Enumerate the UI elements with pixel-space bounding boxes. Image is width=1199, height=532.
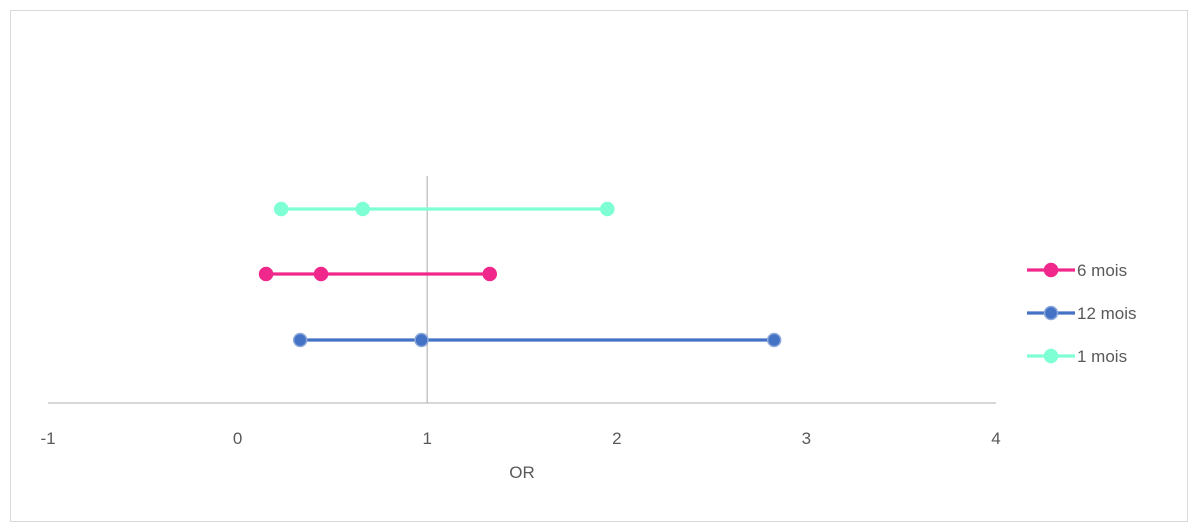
legend-marker bbox=[1043, 262, 1059, 278]
data-point bbox=[273, 201, 289, 217]
x-tick-label: 4 bbox=[991, 429, 1000, 448]
series-1-mois bbox=[273, 201, 615, 217]
data-point bbox=[482, 266, 498, 282]
legend-item: 1 mois bbox=[1027, 347, 1127, 366]
series-layer bbox=[258, 201, 782, 348]
x-tick-label: 2 bbox=[612, 429, 621, 448]
x-tick-label: 0 bbox=[233, 429, 242, 448]
legend: 6 mois 12 mois 1 mois bbox=[1027, 261, 1137, 366]
x-tick-label: 1 bbox=[422, 429, 431, 448]
series-6-mois bbox=[258, 266, 498, 282]
data-point bbox=[313, 266, 329, 282]
data-point bbox=[355, 201, 370, 217]
x-tick-label: -1 bbox=[40, 429, 55, 448]
data-point bbox=[600, 201, 615, 217]
data-point bbox=[414, 332, 429, 348]
legend-marker bbox=[1043, 305, 1059, 321]
x-tick-label: 3 bbox=[802, 429, 811, 448]
data-point bbox=[766, 332, 782, 348]
legend-label: 6 mois bbox=[1077, 261, 1127, 280]
data-point bbox=[258, 266, 274, 282]
chart-area: -1 0 1 2 3 4 6 mois 12 mois 1 mois OR bbox=[10, 10, 1188, 522]
legend-label: 12 mois bbox=[1077, 304, 1137, 323]
legend-marker bbox=[1043, 348, 1059, 364]
axis-layer: -1 0 1 2 3 4 bbox=[40, 176, 1001, 448]
legend-item: 6 mois bbox=[1027, 261, 1127, 280]
legend-item: 12 mois bbox=[1027, 304, 1137, 323]
forest-plot: -1 0 1 2 3 4 6 mois 12 mois 1 mois OR bbox=[40, 176, 1137, 482]
series-12-mois bbox=[292, 332, 782, 348]
data-point bbox=[292, 332, 308, 348]
x-axis-title: OR bbox=[509, 463, 535, 482]
legend-label: 1 mois bbox=[1077, 347, 1127, 366]
